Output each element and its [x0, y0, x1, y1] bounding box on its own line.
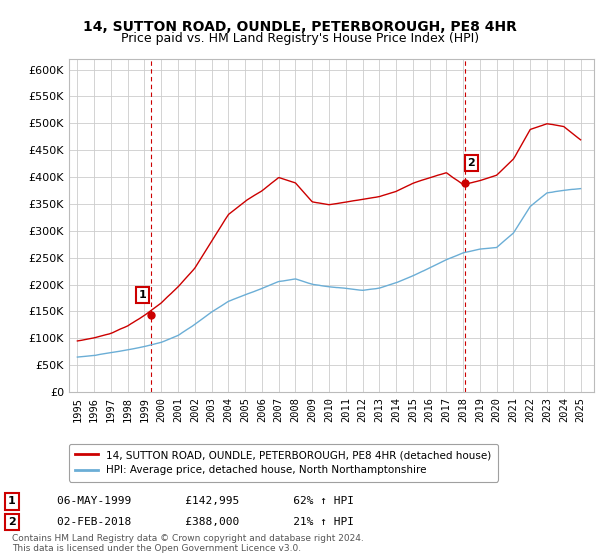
Text: 2: 2 [8, 517, 16, 527]
Text: Price paid vs. HM Land Registry's House Price Index (HPI): Price paid vs. HM Land Registry's House … [121, 32, 479, 45]
Text: 2: 2 [467, 158, 475, 168]
Text: 1: 1 [8, 496, 16, 506]
Text: 02-FEB-2018        £388,000        21% ↑ HPI: 02-FEB-2018 £388,000 21% ↑ HPI [57, 517, 354, 527]
Legend: 14, SUTTON ROAD, OUNDLE, PETERBOROUGH, PE8 4HR (detached house), HPI: Average pr: 14, SUTTON ROAD, OUNDLE, PETERBOROUGH, P… [69, 444, 498, 482]
Text: 1: 1 [139, 290, 146, 300]
Text: Contains HM Land Registry data © Crown copyright and database right 2024.
This d: Contains HM Land Registry data © Crown c… [12, 534, 364, 553]
Text: 06-MAY-1999        £142,995        62% ↑ HPI: 06-MAY-1999 £142,995 62% ↑ HPI [57, 496, 354, 506]
Text: 14, SUTTON ROAD, OUNDLE, PETERBOROUGH, PE8 4HR: 14, SUTTON ROAD, OUNDLE, PETERBOROUGH, P… [83, 20, 517, 34]
